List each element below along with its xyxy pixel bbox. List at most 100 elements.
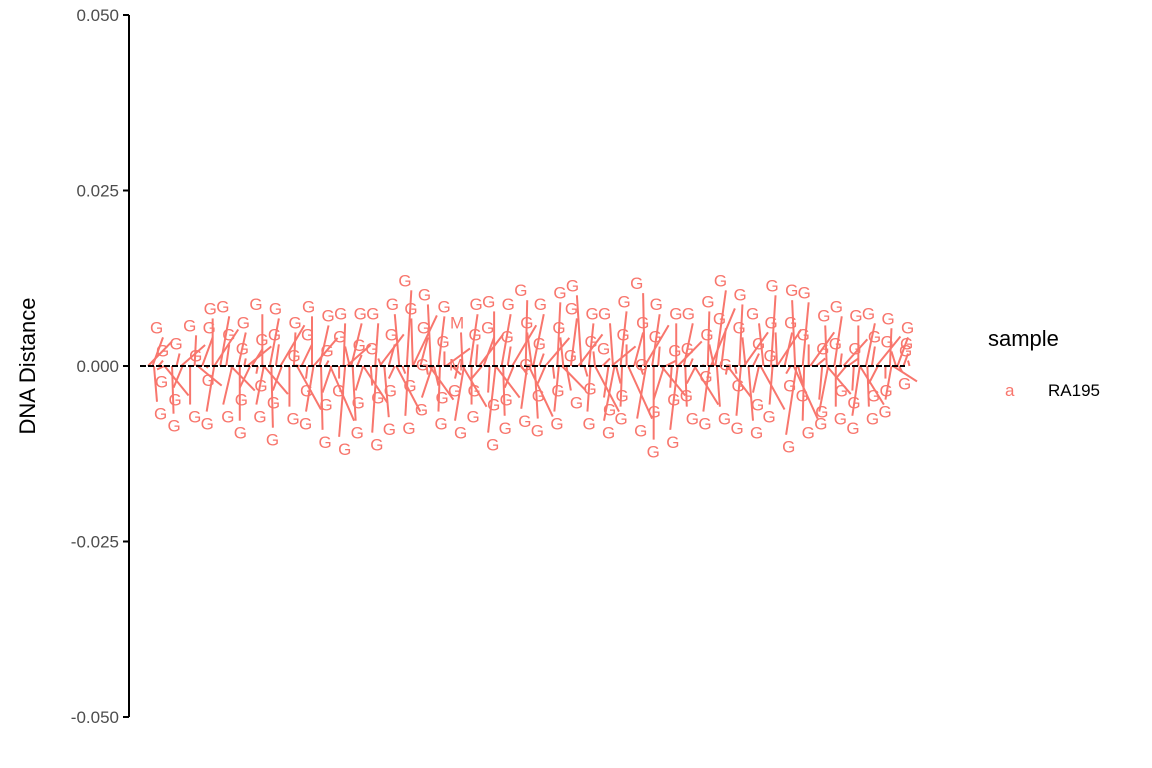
segment-line bbox=[864, 323, 876, 367]
segment-line bbox=[374, 323, 380, 367]
segment-line bbox=[263, 365, 289, 395]
segment-line bbox=[255, 365, 265, 405]
point-label: G bbox=[435, 389, 448, 408]
point-label: G bbox=[531, 422, 544, 441]
segment-line bbox=[175, 353, 181, 367]
point-label: G bbox=[520, 313, 533, 332]
point-label: G bbox=[150, 318, 163, 337]
segment-line bbox=[419, 337, 429, 367]
point-label: G bbox=[300, 382, 313, 401]
segment-line bbox=[553, 365, 560, 412]
segment-line bbox=[425, 365, 429, 375]
segment-line bbox=[665, 359, 677, 367]
point-label: G bbox=[398, 271, 411, 290]
segment-line bbox=[651, 314, 661, 367]
point-label: G bbox=[732, 318, 745, 337]
point-label: G bbox=[332, 382, 345, 401]
point-label: G bbox=[866, 410, 879, 429]
point-label: G bbox=[699, 368, 712, 387]
segment-line bbox=[709, 308, 736, 367]
segment-line bbox=[329, 365, 356, 422]
point-label: G bbox=[582, 415, 595, 434]
point-label: G bbox=[371, 389, 384, 408]
point-label: G bbox=[797, 325, 810, 344]
point-label: G bbox=[798, 283, 811, 302]
segment-line bbox=[342, 323, 347, 367]
point-label: G bbox=[669, 304, 682, 323]
point-label: G bbox=[254, 377, 267, 396]
segment-line bbox=[411, 315, 438, 367]
point-label: G bbox=[170, 335, 183, 354]
point-label: G bbox=[618, 292, 631, 311]
segment-line bbox=[354, 365, 365, 391]
point-label: G bbox=[681, 339, 694, 358]
point-label: G bbox=[154, 405, 167, 424]
point-label: G bbox=[731, 377, 744, 396]
point-label: G bbox=[714, 271, 727, 290]
point-label: G bbox=[848, 339, 861, 358]
point-label: G bbox=[584, 332, 597, 351]
point-label: G bbox=[354, 304, 367, 323]
segment-line bbox=[815, 357, 826, 367]
segment-line bbox=[824, 325, 828, 367]
point-label: G bbox=[269, 299, 282, 318]
segment-line bbox=[193, 335, 198, 367]
segment-line bbox=[255, 365, 259, 374]
point-label: G bbox=[635, 356, 648, 375]
segment-line bbox=[246, 345, 272, 367]
point-label: G bbox=[434, 415, 447, 434]
segment-line bbox=[538, 353, 545, 367]
point-label: G bbox=[901, 318, 914, 337]
point-label: G bbox=[802, 424, 815, 443]
point-label: G bbox=[862, 304, 875, 323]
point-label: G bbox=[386, 295, 399, 314]
segment-line bbox=[818, 365, 824, 400]
point-label: G bbox=[203, 318, 216, 337]
segment-line bbox=[902, 353, 909, 367]
point-label: G bbox=[602, 424, 615, 443]
point-label: G bbox=[899, 342, 912, 361]
segment-line bbox=[859, 365, 885, 406]
segment-line bbox=[818, 365, 830, 412]
segment-line bbox=[835, 365, 848, 380]
point-label: G bbox=[752, 335, 765, 354]
segment-line bbox=[610, 345, 637, 367]
point-label: G bbox=[299, 415, 312, 434]
segment-line bbox=[478, 333, 504, 367]
segment-line bbox=[809, 331, 836, 367]
point-label: G bbox=[353, 336, 366, 355]
point-label: G bbox=[321, 342, 334, 361]
point-label: G bbox=[846, 419, 859, 438]
segment-line bbox=[156, 365, 165, 371]
segment-line bbox=[677, 340, 703, 367]
point-label: G bbox=[867, 386, 880, 405]
segment-line bbox=[633, 332, 645, 367]
point-label: G bbox=[481, 318, 494, 337]
segment-line bbox=[527, 365, 554, 417]
point-label: G bbox=[384, 382, 397, 401]
point-label: G bbox=[204, 299, 217, 318]
point-label: G bbox=[268, 325, 281, 344]
segment-line bbox=[792, 365, 819, 420]
segment-line bbox=[320, 365, 324, 430]
point-label: G bbox=[288, 313, 301, 332]
point-label: G bbox=[564, 346, 577, 365]
segment-line bbox=[866, 365, 870, 407]
segment-line bbox=[153, 365, 158, 402]
point-label: G bbox=[834, 410, 847, 429]
point-label: G bbox=[237, 313, 250, 332]
point-label: G bbox=[829, 335, 842, 354]
segment-line bbox=[601, 357, 611, 367]
segment-line bbox=[494, 365, 521, 399]
point-label: G bbox=[482, 292, 495, 311]
y-tick-label: -0.050 bbox=[71, 708, 119, 727]
segment-line bbox=[797, 365, 804, 384]
point-label: G bbox=[835, 382, 848, 401]
segment-line bbox=[643, 324, 670, 367]
segment-line bbox=[536, 365, 547, 384]
point-label: G bbox=[533, 335, 546, 354]
point-label: G bbox=[266, 431, 279, 450]
segment-line bbox=[197, 365, 223, 387]
segment-line bbox=[362, 365, 389, 404]
